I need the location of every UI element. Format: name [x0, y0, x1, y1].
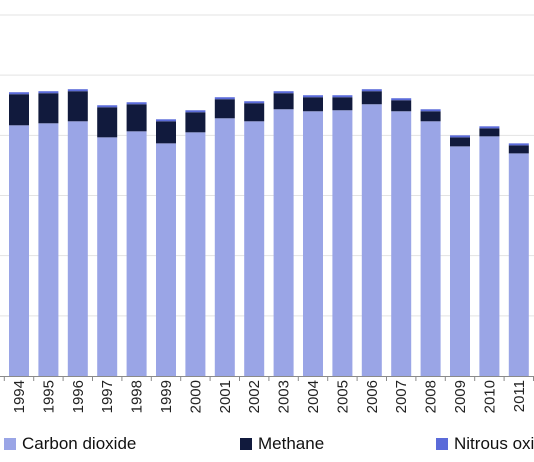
bar-methane [361, 91, 382, 105]
x-tick-label: 2001 [217, 380, 234, 413]
bar-carbon-dioxide [450, 146, 470, 376]
bar-nitrous-oxide [508, 143, 529, 146]
bar-nitrous-oxide [244, 101, 265, 104]
bar-carbon-dioxide [332, 110, 353, 376]
legend-item-nitrous-oxide: Nitrous oxi [436, 434, 534, 454]
bar-carbon-dioxide [244, 121, 265, 377]
bar-methane [214, 99, 235, 119]
bar-carbon-dioxide [9, 125, 29, 376]
x-tick-label: 2000 [187, 380, 204, 413]
bar-methane [97, 107, 118, 138]
bar-methane [508, 145, 529, 154]
legend-label-carbon-dioxide: Carbon dioxide [22, 434, 137, 453]
x-tick-label: 1999 [158, 380, 175, 413]
bar-carbon-dioxide [303, 111, 323, 377]
bar-carbon-dioxide [214, 118, 235, 377]
bar-nitrous-oxide [38, 91, 59, 94]
bar-nitrous-oxide [450, 135, 470, 138]
chart-canvas: 1994 1995 1996 1997 1998 1999 2000 2001 2002 2003… [0, 14, 534, 413]
bar-nitrous-oxide [303, 95, 323, 98]
bar-carbon-dioxide [97, 137, 118, 376]
bar-nitrous-oxide [214, 97, 235, 100]
x-tick-label: 2011 [511, 380, 528, 412]
x-tick-label: 1997 [99, 380, 116, 413]
x-tick-label: 2008 [423, 380, 440, 413]
x-tick-label: 2007 [393, 380, 410, 413]
bar-methane [420, 111, 441, 122]
bar-methane [479, 128, 500, 137]
x-tick-label: 2003 [276, 380, 293, 413]
x-tick-label: 1994 [11, 380, 28, 413]
legend-item-methane: Methane [240, 434, 324, 454]
legend-item-carbon-dioxide: Carbon dioxide [4, 434, 136, 454]
bar-nitrous-oxide [361, 89, 382, 92]
bar-nitrous-oxide [97, 105, 118, 108]
bar-nitrous-oxide [479, 126, 500, 129]
x-tick-label: 1996 [70, 380, 87, 413]
bar-carbon-dioxide [508, 153, 529, 376]
legend-label-methane: Methane [258, 434, 325, 453]
bar-nitrous-oxide [391, 98, 412, 101]
x-tick-label: 1995 [40, 380, 57, 413]
bar-nitrous-oxide [332, 95, 353, 98]
bar-carbon-dioxide [420, 121, 441, 377]
bar-methane [391, 100, 412, 112]
bar-nitrous-oxide [9, 92, 29, 95]
bar-carbon-dioxide [67, 121, 88, 377]
bar-nitrous-oxide [126, 102, 147, 105]
x-tick-label: 2006 [364, 380, 381, 413]
bar-nitrous-oxide [156, 119, 176, 122]
bar-carbon-dioxide [38, 123, 59, 376]
bar-methane [332, 97, 353, 111]
legend-swatch-carbon-dioxide [4, 438, 16, 450]
bar-carbon-dioxide [126, 131, 147, 376]
bar-methane [185, 112, 206, 133]
x-tick-label: 2002 [246, 380, 263, 413]
bar-carbon-dioxide [156, 143, 176, 376]
x-tick-label: 1998 [129, 380, 146, 413]
x-tick-label: 2010 [481, 380, 498, 413]
bar-methane [9, 94, 29, 126]
bar-methane [156, 121, 176, 144]
bar-carbon-dioxide [185, 132, 206, 376]
bar-nitrous-oxide [185, 110, 206, 113]
bar-methane [244, 103, 265, 122]
bar-carbon-dioxide [479, 136, 500, 376]
bar-methane [273, 93, 294, 110]
bar-methane [67, 91, 88, 122]
bar-carbon-dioxide [273, 109, 294, 376]
bar-carbon-dioxide [391, 111, 412, 377]
bar-methane [126, 104, 147, 132]
bar-nitrous-oxide [273, 91, 294, 94]
legend-swatch-methane [240, 438, 252, 450]
legend-label-nitrous-oxide: Nitrous oxi [454, 434, 534, 453]
x-tick-label: 2004 [305, 380, 322, 413]
legend-swatch-nitrous-oxide [436, 438, 448, 450]
bar-nitrous-oxide [420, 109, 441, 112]
bar-methane [450, 137, 470, 147]
bar-carbon-dioxide [361, 104, 382, 376]
bar-methane [38, 93, 59, 124]
bar-nitrous-oxide [67, 89, 88, 92]
x-tick-label: 2005 [334, 380, 351, 413]
x-tick-label: 2009 [452, 380, 469, 413]
legend: Carbon dioxide Methane Nitrous oxi [0, 430, 534, 462]
bar-methane [303, 97, 323, 112]
